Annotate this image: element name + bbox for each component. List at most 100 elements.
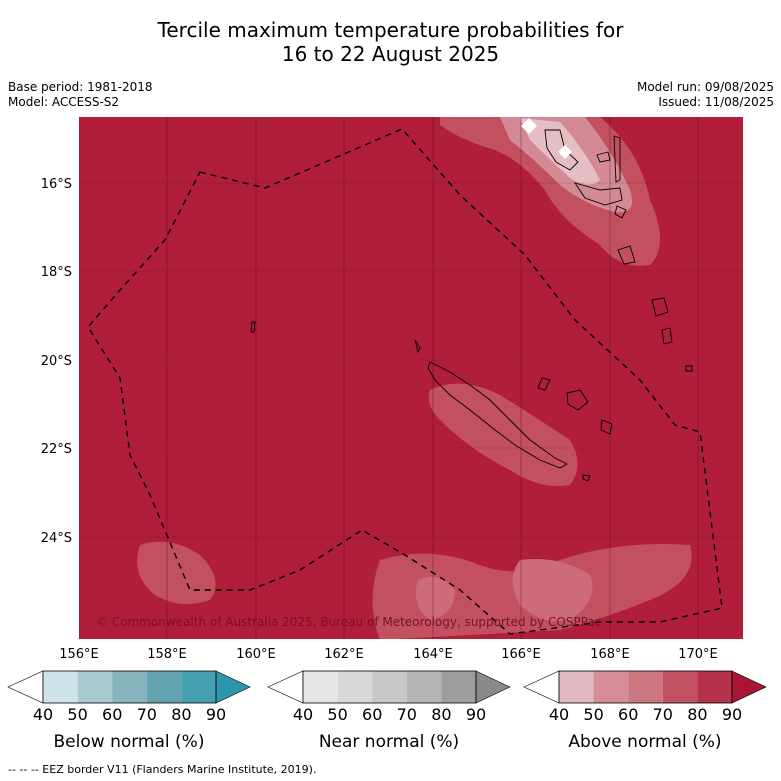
colorbar-tick: 80 bbox=[687, 705, 707, 724]
map-panel: © Commonwealth of Australia 2025, Bureau… bbox=[79, 117, 743, 639]
isle-of-pines bbox=[582, 474, 591, 482]
eez-border bbox=[87, 128, 723, 635]
colorbar-low-arrow bbox=[523, 670, 560, 704]
colorbar-tick: 50 bbox=[583, 705, 603, 724]
colorbar-segment bbox=[43, 671, 78, 703]
lon-label: 156°E bbox=[59, 647, 99, 662]
colorbar-frame bbox=[558, 670, 733, 704]
colorbar-low-arrow bbox=[267, 670, 304, 704]
colorbar-tick: 40 bbox=[293, 705, 313, 724]
model-run-text: Model run: 09/08/2025 bbox=[636, 80, 774, 94]
colorbar-segment bbox=[406, 671, 442, 703]
patch-south-2 bbox=[512, 559, 593, 621]
lon-label: 170°E bbox=[678, 647, 718, 662]
colorbar-below-normal: 40 50 60 70 80 90 Below normal (%) bbox=[7, 670, 251, 752]
colorbar-high-arrow bbox=[215, 670, 251, 704]
colorbar-tick: 70 bbox=[653, 705, 673, 724]
colorbar-title: Below normal (%) bbox=[54, 732, 205, 752]
colorbar-tick: 40 bbox=[33, 705, 53, 724]
colorbar-tick: 80 bbox=[171, 705, 191, 724]
gridlines bbox=[79, 117, 743, 639]
colorbar-tick: 60 bbox=[102, 705, 122, 724]
lon-label: 158°E bbox=[147, 647, 187, 662]
eez-footer-note: -- -- -- EEZ border V11 (Flanders Marine… bbox=[8, 763, 317, 776]
title-line-1: Tercile maximum temperature probabilitie… bbox=[157, 18, 624, 42]
colorbar-title: Above normal (%) bbox=[568, 732, 721, 752]
lat-label: 18°S bbox=[41, 265, 72, 280]
colorbar-segment bbox=[662, 671, 698, 703]
lat-label: 16°S bbox=[41, 177, 72, 192]
islet-1 bbox=[414, 339, 421, 354]
colorbar-tick: 40 bbox=[549, 705, 569, 724]
malakula bbox=[573, 182, 623, 206]
colorbar-segment bbox=[303, 671, 338, 703]
colorbar-high-arrow bbox=[475, 670, 511, 704]
vanuatu-islet-1 bbox=[596, 151, 611, 163]
patch-south-3 bbox=[415, 576, 455, 620]
lat-label: 20°S bbox=[41, 354, 72, 369]
colorbar-segment bbox=[593, 671, 629, 703]
colorbar-tick: 50 bbox=[67, 705, 87, 724]
loyalty-island-3 bbox=[600, 419, 613, 435]
colorbar-segment bbox=[337, 671, 373, 703]
marker-diamond-2 bbox=[558, 145, 572, 159]
model-text: Model: ACCESS-S2 bbox=[8, 95, 120, 109]
copyright-text: © Commonwealth of Australia 2025, Bureau… bbox=[96, 615, 601, 629]
aneityum bbox=[685, 365, 693, 372]
colorbar-tick: 70 bbox=[397, 705, 417, 724]
meta-right: Model run: 09/08/2025 Issued: 11/08/2025 bbox=[637, 80, 774, 110]
colorbar-segment bbox=[181, 671, 216, 703]
colorbar-tick: 90 bbox=[466, 705, 486, 724]
map-title: Tercile maximum temperature probabilitie… bbox=[0, 18, 781, 66]
marker-diamond-1 bbox=[521, 118, 537, 134]
issued-text: Issued: 11/08/2025 bbox=[658, 95, 774, 109]
lon-label: 168°E bbox=[590, 647, 630, 662]
lat-labels: 16°S 18°S 20°S 22°S 24°S bbox=[41, 177, 72, 546]
lon-label: 166°E bbox=[501, 647, 541, 662]
tanna bbox=[661, 327, 673, 345]
new-caledonia-coast bbox=[427, 361, 568, 469]
colorbar-near-normal: 40 50 60 70 80 90 Near normal (%) bbox=[267, 670, 511, 752]
colorbar-tick: 60 bbox=[362, 705, 382, 724]
colorbar-segment bbox=[628, 671, 663, 703]
patch-southwest bbox=[137, 541, 216, 604]
colorbar-frame bbox=[42, 670, 217, 704]
colorbar-title: Near normal (%) bbox=[319, 732, 459, 752]
colorbar-tick: 90 bbox=[206, 705, 226, 724]
colorbar-tick: 50 bbox=[327, 705, 347, 724]
colorbar-tick: 80 bbox=[431, 705, 451, 724]
colorbar-tick: 90 bbox=[722, 705, 742, 724]
lon-label: 160°E bbox=[236, 647, 276, 662]
lat-label: 22°S bbox=[41, 442, 72, 457]
lat-label: 24°S bbox=[41, 531, 72, 546]
colorbar-above-normal: 40 50 60 70 80 90 Above normal (%) bbox=[523, 670, 767, 752]
colorbar-segment bbox=[697, 671, 732, 703]
lon-label: 164°E bbox=[413, 647, 453, 662]
colorbar-tick: 70 bbox=[137, 705, 157, 724]
vanuatu-islet-3 bbox=[614, 205, 627, 219]
colorbar-segment bbox=[77, 671, 113, 703]
vanuatu-islet-2 bbox=[613, 135, 621, 183]
colorbar-low-arrow bbox=[7, 670, 44, 704]
base-period-text: Base period: 1981-2018 bbox=[8, 80, 153, 94]
title-line-2: 16 to 22 August 2025 bbox=[281, 42, 500, 66]
loyalty-island-1 bbox=[537, 377, 551, 391]
colorbar-segment bbox=[559, 671, 594, 703]
colorbar-high-arrow bbox=[731, 670, 767, 704]
erromango bbox=[651, 297, 669, 317]
colorbar-segment bbox=[441, 671, 476, 703]
efate bbox=[617, 245, 636, 265]
colorbar-frame bbox=[302, 670, 477, 704]
lon-labels: 156°E 158°E 160°E 162°E 164°E 166°E 168°… bbox=[59, 647, 718, 662]
meta-left: Base period: 1981-2018 Model: ACCESS-S2 bbox=[8, 80, 153, 110]
loyalty-island-2 bbox=[566, 389, 589, 411]
espiritu-santo bbox=[544, 129, 579, 171]
coastlines bbox=[250, 129, 693, 482]
islet-west bbox=[250, 321, 256, 333]
colorbar-tick: 60 bbox=[618, 705, 638, 724]
colorbar-segment bbox=[146, 671, 182, 703]
colorbar-segment bbox=[372, 671, 407, 703]
lon-label: 162°E bbox=[324, 647, 364, 662]
colorbar-segment bbox=[112, 671, 147, 703]
